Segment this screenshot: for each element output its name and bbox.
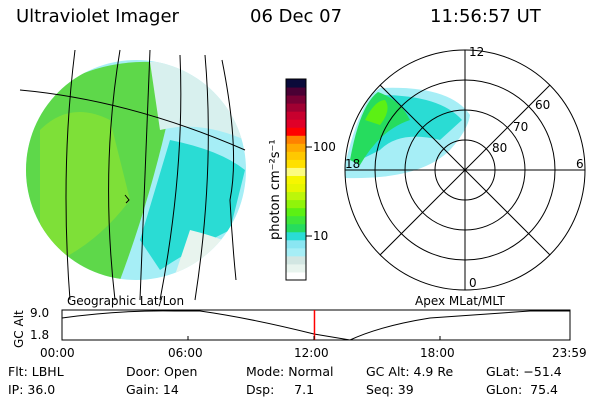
mlt-label-0: 0 — [469, 276, 477, 290]
lat-label-70: 70 — [513, 120, 529, 134]
colorbar-segment — [286, 167, 306, 176]
colorbar-segment — [286, 119, 306, 128]
timeline-ylabel: GC Alt — [12, 310, 26, 348]
lat-label-60: 60 — [535, 98, 551, 112]
polar-grid — [344, 49, 586, 291]
colorbar-segment — [286, 199, 306, 209]
door-info: Door: Open — [126, 364, 198, 379]
colorbar-segment — [286, 255, 306, 265]
colorbar-segment — [286, 87, 306, 96]
right-panel-caption: Apex MLat/MLT — [415, 294, 505, 308]
dsp-info: Dsp: 7.1 — [246, 382, 315, 397]
gain-info: Gain: 14 — [126, 382, 179, 397]
glon-info: GLon: 75.4 — [486, 382, 558, 397]
colorbar-frame — [285, 78, 307, 281]
instrument-title: Ultraviolet Imager — [16, 6, 179, 27]
colorbar-segment — [286, 271, 306, 281]
colorbar-segment — [286, 223, 306, 233]
colorbar-segment — [286, 183, 306, 193]
geographic-grid — [19, 49, 246, 301]
timeline-xtick: 23:59 — [552, 346, 587, 360]
colorbar-segment — [286, 263, 306, 273]
timeline-frame — [61, 309, 571, 341]
colorbar-segment — [286, 127, 306, 136]
geographic-image — [26, 60, 246, 280]
seq-info: Seq: 39 — [366, 382, 414, 397]
colorbar-tick-label: 10 — [313, 229, 329, 243]
timeline-xtick: 12:00 — [294, 346, 329, 360]
lat-label-80: 80 — [492, 141, 508, 155]
colorbar-segment — [286, 247, 306, 257]
timeline-xtick: 18:00 — [420, 346, 455, 360]
colorbar-segment — [286, 135, 306, 144]
colorbar-segment — [286, 207, 306, 217]
timeline-ytick: 1.8 — [30, 328, 50, 342]
timeline-ytick: 9.0 — [30, 306, 50, 320]
colorbar-segment — [286, 143, 306, 152]
colorbar-segment — [286, 95, 306, 104]
mlt-label-18: 18 — [345, 157, 361, 171]
colorbar-segment — [286, 159, 306, 168]
mlt-label-12: 12 — [469, 45, 485, 59]
colorbar-segment — [286, 239, 306, 249]
ip-info: IP: 36.0 — [8, 382, 56, 397]
colorbar-segment — [286, 231, 306, 241]
date-label: 06 Dec 07 — [250, 6, 343, 27]
filter-info: Flt: LBHL — [8, 364, 64, 379]
colorbar-segment — [286, 103, 306, 112]
colorbar-segment — [286, 151, 306, 160]
mlt-label-6: 6 — [576, 157, 584, 171]
timeline-xtick: 06:00 — [168, 346, 203, 360]
colorbar-segment — [286, 111, 306, 120]
colorbar — [286, 79, 306, 281]
gc-alt-info: GC Alt: 4.9 Re — [366, 364, 454, 379]
colorbar-segment — [286, 175, 306, 185]
colorbar-label: photon cm⁻²s⁻¹ — [268, 139, 283, 240]
left-panel-caption: Geographic Lat/Lon — [67, 294, 185, 308]
colorbar-segment — [286, 215, 306, 225]
colorbar-segment — [286, 79, 306, 88]
time-label: 11:56:57 UT — [430, 6, 541, 27]
mode-info: Mode: Normal — [246, 364, 334, 379]
glat-info: GLat: −51.4 — [486, 364, 562, 379]
colorbar-tick-label: 100 — [313, 140, 336, 154]
timeline-xtick: 00:00 — [40, 346, 75, 360]
colorbar-segment — [286, 191, 306, 201]
altitude-curve — [61, 310, 570, 341]
